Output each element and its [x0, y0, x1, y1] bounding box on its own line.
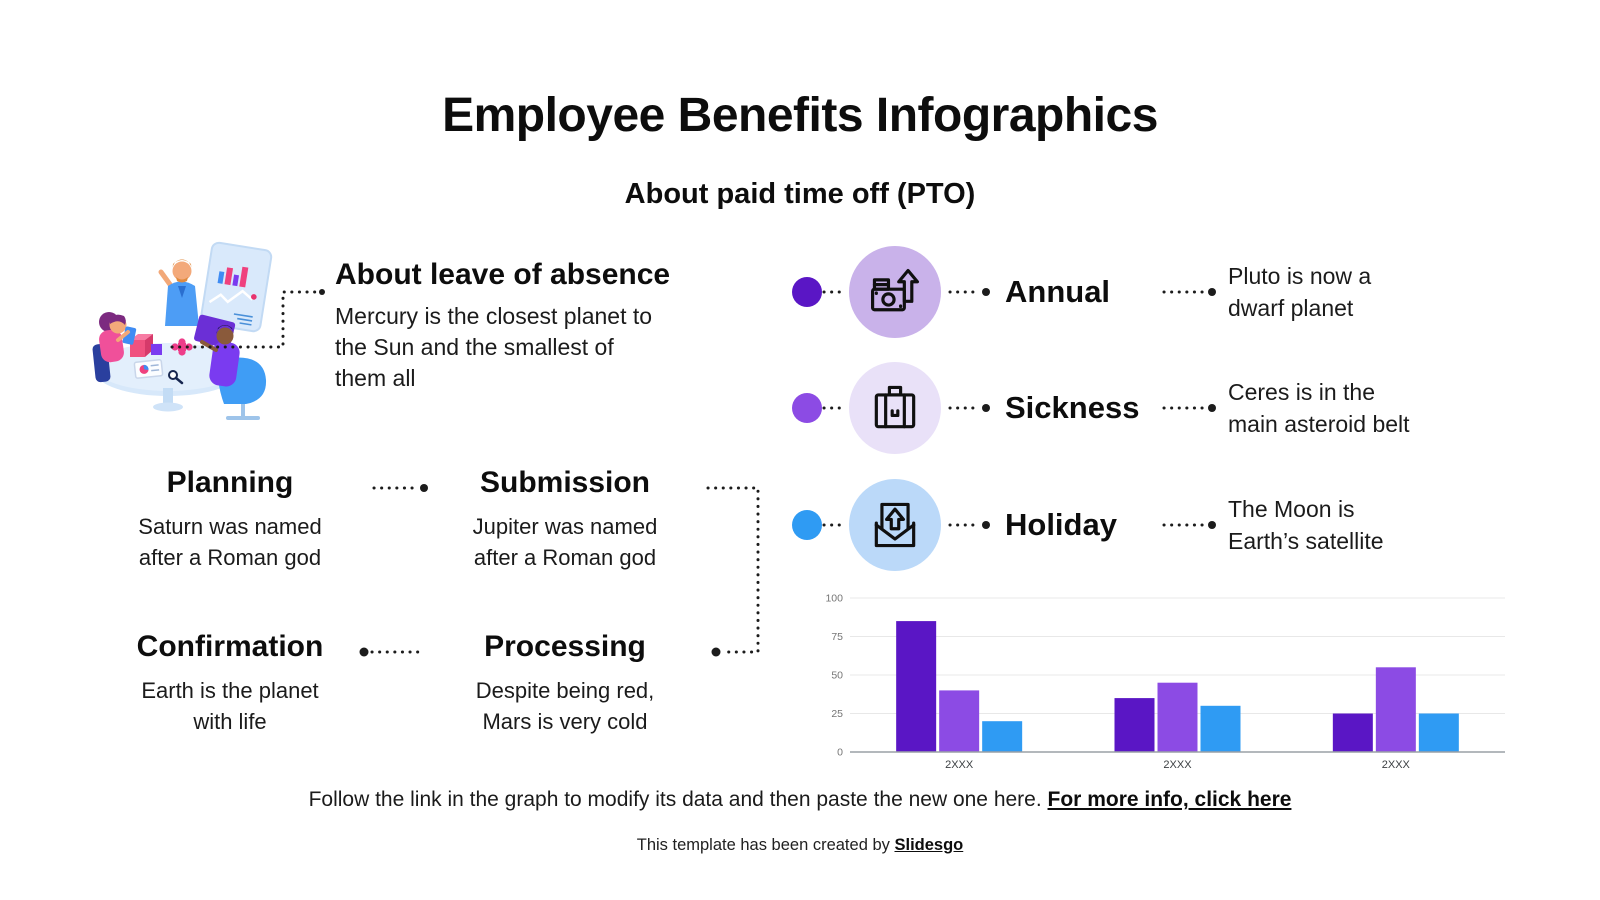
phase-title: Submission [479, 466, 651, 499]
money-growth-icon [849, 246, 941, 338]
benefit-label: Sickness [1005, 390, 1140, 425]
phase-planning: Planning Saturn was named after a Roman … [90, 466, 370, 573]
about-block: About leave of absence Mercury is the cl… [335, 258, 775, 394]
benefit-row-holiday: Holiday The Moon is Earth’s satellite [790, 479, 1560, 571]
svg-text:100: 100 [825, 593, 843, 605]
phase-body: Jupiter was named after a Roman god [472, 514, 658, 570]
more-info-link[interactable]: For more info, click here [1047, 788, 1292, 811]
phase-processing: Processing Despite being red, Mars is ve… [425, 630, 705, 737]
phase-body: Despite being red, Mars is very cold [475, 678, 655, 734]
presenter-figure [158, 259, 199, 326]
benefit-description: The Moon is Earth’s satellite [1228, 496, 1384, 554]
team-meeting-illustration [92, 241, 273, 420]
svg-text:2XXX: 2XXX [1382, 759, 1411, 771]
briefcase-icon [849, 362, 941, 454]
benefit-row-sickness: Sickness Ceres is in the main asteroid b… [790, 362, 1560, 454]
about-heading: About leave of absence [335, 258, 671, 291]
phase-body: Earth is the planet with life [141, 678, 319, 734]
left-person-figure [92, 312, 137, 383]
phase-confirmation: Confirmation Earth is the planet with li… [90, 630, 370, 737]
phase-title: Processing [484, 630, 646, 663]
benefit-description: Pluto is now a dwarf planet [1228, 263, 1372, 321]
slide-title: Employee Benefits Infographics [442, 89, 1158, 142]
credit-text: This template has been created by [636, 836, 890, 854]
svg-text:50: 50 [831, 670, 843, 682]
svg-text:0: 0 [837, 747, 843, 759]
credit-line: This template has been created by Slides… [0, 836, 1600, 855]
benefit-label: Annual [1005, 274, 1111, 309]
envelope-arrow-icon [849, 479, 941, 571]
benefit-row-annual: Annual Pluto is now a dwarf planet [790, 246, 1560, 338]
phase-title: Planning [166, 466, 294, 499]
pto-bar-chart: 0 25 50 75 100 2XXX 2XXX 2XXX [825, 593, 1505, 771]
svg-text:25: 25 [831, 708, 843, 720]
slidesgo-link[interactable]: Slidesgo [894, 836, 964, 854]
phase-submission: Submission Jupiter was named after a Rom… [425, 466, 705, 573]
bullet-dot [792, 277, 822, 307]
svg-text:75: 75 [831, 631, 843, 643]
benefit-description: Ceres is in the main asteroid belt [1228, 379, 1410, 437]
about-body: Mercury is the closest planet to the Sun… [335, 303, 653, 391]
svg-text:2XXX: 2XXX [1163, 759, 1192, 771]
bullet-dot [792, 510, 822, 540]
benefit-label: Holiday [1005, 507, 1117, 542]
footer-note: Follow the link in the graph to modify i… [0, 788, 1600, 812]
phase-title: Confirmation [136, 630, 324, 663]
slide-subtitle: About paid time off (PTO) [624, 178, 976, 210]
svg-text:2XXX: 2XXX [945, 759, 974, 771]
connector-submission-processing [706, 486, 760, 654]
footer-note-text: Follow the link in the graph to modify i… [308, 788, 1042, 811]
phase-body: Saturn was named after a Roman god [138, 514, 322, 570]
bullet-dot [792, 393, 822, 423]
